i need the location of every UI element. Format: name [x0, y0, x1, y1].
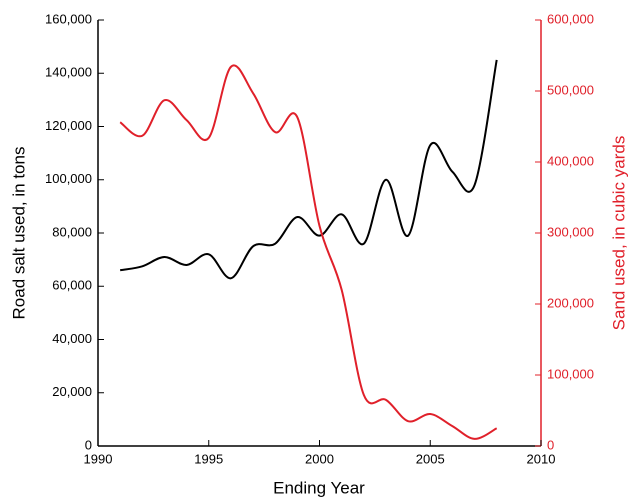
y-tick-label: 60,000: [52, 278, 92, 293]
y-tick-label: 160,000: [45, 11, 92, 26]
x-tick-label: 1995: [194, 451, 223, 466]
y2-tick-label: 600,000: [547, 11, 594, 26]
x-tick-label: 2005: [416, 451, 445, 466]
y-axis-title: Road salt used, in tons: [9, 147, 28, 320]
y2-tick-label: 300,000: [547, 224, 594, 239]
x-tick-label: 1990: [84, 451, 113, 466]
y2-axis-title: Sand used, in cubic yards: [609, 136, 628, 331]
line-series: [119, 59, 498, 280]
y2-tick-label: 200,000: [547, 295, 594, 310]
y-tick-label: 0: [85, 437, 92, 452]
x-tick-label: 2000: [305, 451, 334, 466]
y-tick-label: 140,000: [45, 65, 92, 80]
y2-tick-label: 100,000: [547, 366, 594, 381]
y-tick-label: 120,000: [45, 118, 92, 133]
x-tick-label: 2010: [527, 451, 556, 466]
y2-tick-label: 0: [547, 437, 554, 452]
x-axis-title: Ending Year: [273, 478, 365, 497]
y-tick-label: 80,000: [52, 224, 92, 239]
y2-tick-label: 400,000: [547, 153, 594, 168]
y-tick-label: 40,000: [52, 331, 92, 346]
y-tick-label: 100,000: [45, 171, 92, 186]
y-tick-label: 20,000: [52, 384, 92, 399]
y2-tick-label: 500,000: [547, 82, 594, 97]
line-series: [119, 64, 498, 440]
